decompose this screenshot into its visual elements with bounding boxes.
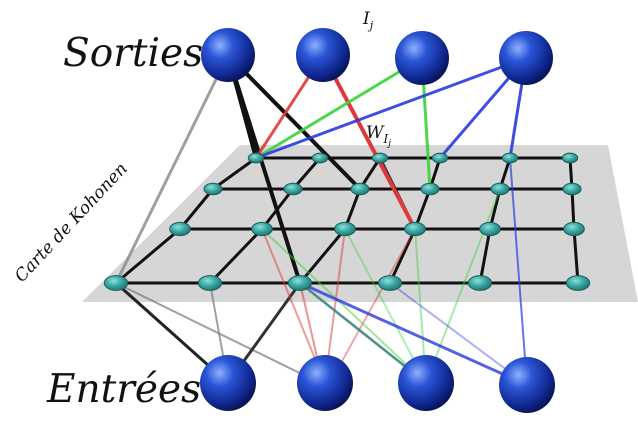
- grid-line: [178, 187, 215, 231]
- map-node: [377, 275, 403, 291]
- map-label: Carte de Kohonen: [11, 159, 132, 286]
- grid-line: [572, 227, 580, 285]
- map-node: [311, 152, 329, 164]
- map-node: [350, 182, 370, 196]
- outputs-label: Sorties: [63, 31, 203, 76]
- connection-line: [261, 228, 427, 384]
- connection-line: [226, 53, 302, 285]
- connection-line: [298, 281, 529, 387]
- map-node: [203, 182, 223, 196]
- map-node: [565, 275, 591, 291]
- neuron-spheres: [200, 28, 555, 413]
- grid-line: [388, 227, 417, 285]
- grid-line: [298, 227, 347, 285]
- map-node: [561, 152, 579, 164]
- map-node: [169, 221, 191, 237]
- map-node: [490, 182, 510, 196]
- map-node: [420, 182, 440, 196]
- map-node: [431, 152, 449, 164]
- connection-line: [389, 282, 528, 386]
- connection-line: [425, 188, 501, 384]
- map-node: [334, 221, 356, 237]
- map-node: [371, 152, 389, 164]
- output-neuron: [395, 31, 449, 85]
- map-node: [501, 152, 519, 164]
- input-neuron: [297, 355, 353, 411]
- grid-line: [211, 156, 258, 191]
- grid-line: [478, 227, 492, 285]
- input-neuron: [499, 357, 555, 413]
- connection-line: [254, 56, 528, 160]
- map-nodes: [103, 152, 591, 291]
- inputs-label: Entrées: [46, 367, 201, 412]
- output-neuron: [499, 31, 553, 85]
- grid-line: [208, 227, 264, 285]
- map-node: [404, 221, 426, 237]
- map-node: [479, 221, 501, 237]
- map-node: [247, 152, 265, 164]
- map-node: [467, 275, 493, 291]
- map-node: [251, 221, 273, 237]
- map-plane: [82, 145, 638, 302]
- weight-label: WIj: [366, 123, 391, 149]
- connection-line: [321, 53, 417, 231]
- map-node: [283, 182, 303, 196]
- map-node: [563, 221, 585, 237]
- connection-line: [329, 228, 416, 384]
- grid-line: [114, 227, 182, 285]
- input-neuron: [398, 355, 454, 411]
- map-node: [197, 275, 223, 291]
- connection-line: [254, 56, 424, 160]
- map-node: [562, 182, 582, 196]
- output-neuron: [201, 28, 255, 82]
- connection-line: [509, 157, 528, 386]
- map-node: [103, 275, 129, 291]
- connection-line: [114, 53, 230, 285]
- connection-line: [344, 228, 427, 384]
- connection-line: [226, 53, 362, 191]
- input-neuron: [200, 355, 256, 411]
- output-node-label: Ij: [362, 9, 374, 32]
- output-neuron: [296, 28, 350, 82]
- map-node: [287, 275, 313, 291]
